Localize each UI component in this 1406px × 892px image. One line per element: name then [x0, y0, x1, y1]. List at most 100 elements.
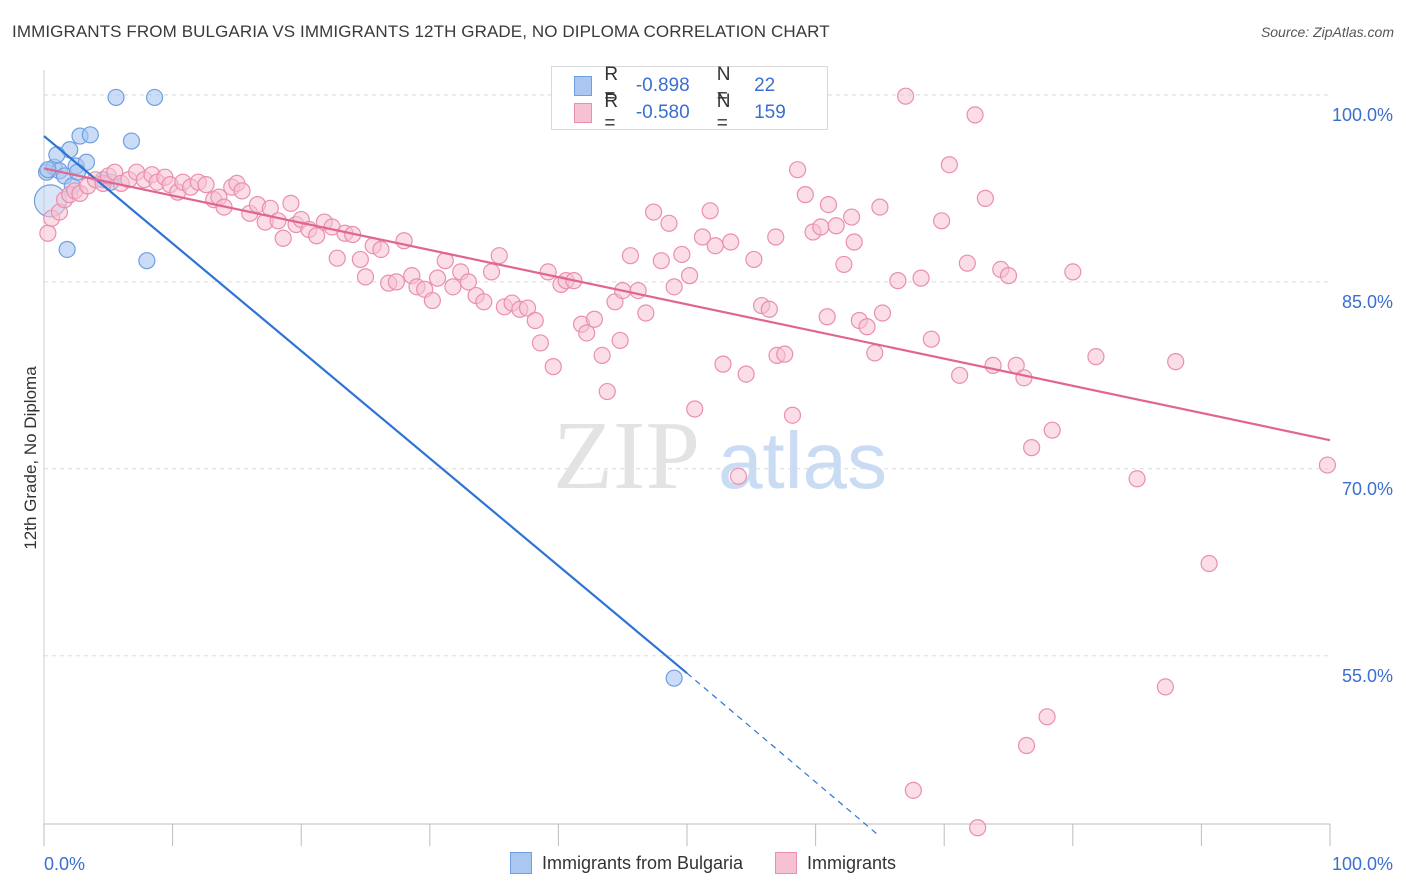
- immigrants-point: [693, 228, 712, 246]
- immigrants-point: [423, 291, 441, 310]
- immigrants-point: [274, 229, 292, 247]
- legend-swatch-blue: [574, 76, 593, 96]
- correlation-legend: R = -0.898 N = 22 R = -0.580 N = 159: [551, 64, 828, 134]
- immigrants-point: [611, 331, 629, 350]
- immigrants-point: [912, 269, 930, 287]
- immigrants-point: [444, 278, 462, 296]
- immigrants-point: [951, 366, 969, 384]
- immigrants-point: [999, 267, 1018, 285]
- series-legend: Immigrants from Bulgaria Immigrants: [0, 852, 1406, 874]
- bulgaria-point: [665, 669, 683, 687]
- legend-swatch-pink: [775, 852, 798, 874]
- legend-row-immigrants: R = -0.580 N = 159: [574, 91, 827, 134]
- immigrants-point: [578, 324, 596, 342]
- immigrants-point: [598, 382, 616, 401]
- y-tick-label: 85.0%: [1342, 292, 1393, 312]
- immigrants-point: [1156, 678, 1174, 696]
- immigrants-point: [1023, 439, 1041, 457]
- immigrants-point: [873, 304, 892, 322]
- immigrants-point: [767, 228, 785, 246]
- immigrants-point: [722, 233, 740, 251]
- immigrants-point: [737, 365, 755, 383]
- immigrants-point: [308, 227, 326, 245]
- y-tick-label: 100.0%: [1332, 105, 1393, 125]
- bulgaria-point: [81, 126, 99, 144]
- bulgaria-point: [122, 132, 141, 150]
- immigrants-point: [776, 345, 794, 363]
- x-tick-label: 100.0%: [1332, 854, 1393, 874]
- immigrants-point: [958, 254, 976, 272]
- immigrants-point: [760, 300, 778, 318]
- immigrants-point: [351, 250, 369, 269]
- immigrants-point: [714, 355, 732, 373]
- immigrants-point: [796, 186, 814, 204]
- y-tick-label: 55.0%: [1342, 666, 1393, 686]
- y-axis-label: 12th Grade, No Diploma: [21, 366, 40, 550]
- immigrants-point: [788, 161, 807, 179]
- legend-n-label: N =: [716, 91, 731, 134]
- immigrants-point: [976, 189, 994, 207]
- immigrants-point: [858, 318, 876, 336]
- immigrants-point: [282, 194, 300, 212]
- immigrants-point: [637, 304, 655, 322]
- immigrants-point: [233, 182, 251, 200]
- trend-lines: [43, 135, 1331, 837]
- x-tick-label: 0.0%: [44, 854, 85, 874]
- immigrants-point: [812, 218, 830, 236]
- bulgaria-point: [145, 88, 164, 107]
- immigrants-point: [428, 269, 447, 287]
- immigrants-point: [745, 250, 763, 269]
- legend-r-value: -0.898: [635, 75, 690, 96]
- immigrants-point: [585, 310, 604, 328]
- legend-label-bulgaria: Immigrants from Bulgaria: [541, 852, 744, 873]
- immigrants-point: [387, 273, 405, 291]
- immigrants-point: [729, 467, 748, 485]
- immigrants-point: [328, 249, 346, 267]
- bulgaria-point: [58, 240, 76, 259]
- immigrants-point: [1128, 470, 1146, 488]
- y-tick-label: 70.0%: [1342, 479, 1393, 499]
- immigrants-point: [1064, 263, 1082, 281]
- immigrants-point: [372, 240, 390, 259]
- immigrants-point: [827, 217, 845, 235]
- immigrants-point: [783, 406, 802, 424]
- immigrants-point: [922, 330, 940, 348]
- legend-row-bulgaria: R = -0.898 N = 22: [574, 64, 827, 107]
- immigrants-point: [197, 176, 215, 194]
- immigrants-point: [665, 278, 683, 296]
- immigrants-point: [1043, 421, 1061, 439]
- immigrants-point: [39, 224, 57, 242]
- immigrants-point: [897, 87, 915, 105]
- bulgaria-point: [48, 146, 66, 164]
- legend-swatch-blue: [509, 852, 532, 874]
- immigrants-point: [673, 245, 691, 264]
- immigrants-point: [1087, 348, 1105, 366]
- immigrants-point: [933, 212, 951, 230]
- immigrants-point: [459, 273, 477, 291]
- immigrants-point: [490, 247, 508, 265]
- immigrants-point: [940, 156, 958, 174]
- watermark: ZIP atlas: [553, 402, 887, 510]
- bulgaria-point: [107, 88, 125, 107]
- legend-n-value: 22: [754, 75, 776, 96]
- immigrants-point: [652, 252, 670, 270]
- immigrants-point: [969, 819, 987, 837]
- legend-r-value: -0.580: [635, 102, 690, 123]
- immigrants-point: [269, 212, 287, 230]
- immigrants-point: [531, 334, 549, 352]
- immigrants-point: [706, 237, 724, 255]
- legend-swatch-pink: [574, 103, 593, 123]
- legend-label-immigrants: Immigrants: [807, 852, 897, 873]
- immigrants-point: [889, 272, 907, 290]
- immigrants-trend-line: [43, 167, 1331, 442]
- immigrants-point: [482, 263, 501, 281]
- immigrants-point: [680, 267, 699, 285]
- bulgaria-point: [138, 252, 156, 270]
- immigrants-point: [621, 247, 640, 265]
- immigrants-point: [966, 106, 984, 124]
- immigrants-point: [475, 293, 493, 311]
- immigrants-point: [1200, 554, 1218, 573]
- immigrants-point: [593, 346, 611, 364]
- watermark-zip: ZIP: [553, 402, 700, 510]
